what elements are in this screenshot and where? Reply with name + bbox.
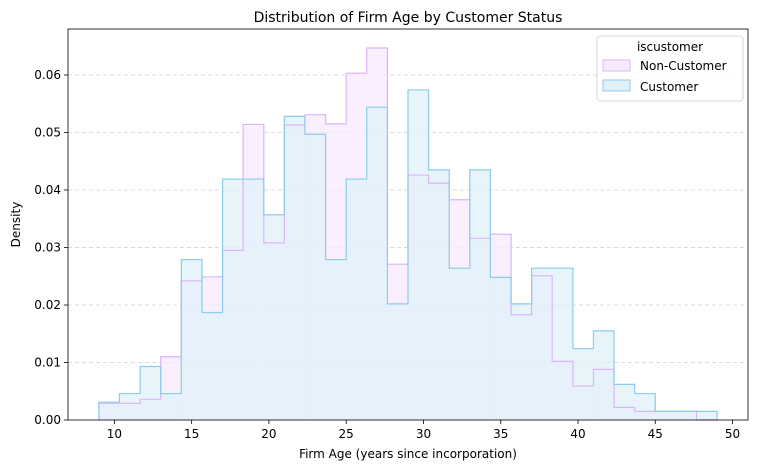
bar-customer: [140, 366, 161, 420]
x-tick-label: 45: [648, 427, 663, 441]
bar-customer: [201, 312, 223, 420]
bar-customer: [222, 179, 244, 420]
bar-customer: [304, 134, 326, 420]
bar-customer: [160, 393, 182, 420]
x-tick-label: 40: [570, 427, 585, 441]
y-tick-label: 0.03: [34, 241, 61, 255]
bar-customer: [655, 411, 676, 420]
bar-customer: [408, 89, 429, 420]
y-tick-label: 0.01: [34, 356, 61, 370]
y-tick-label: 0.05: [34, 126, 61, 140]
bar-customer: [675, 411, 697, 420]
bar-customer: [325, 259, 347, 420]
plot-frame: [67, 28, 749, 421]
bar-customer: [511, 303, 532, 420]
x-tick-label: 25: [339, 427, 354, 441]
bar-customer: [428, 169, 450, 420]
bar-customer: [387, 303, 408, 420]
legend-label-customer: Customer: [640, 80, 698, 94]
x-tick-label: 35: [493, 427, 508, 441]
bar-customer: [634, 393, 656, 420]
bar-customer: [490, 277, 512, 420]
bar-customer: [552, 268, 573, 420]
x-tick-label: 50: [725, 427, 740, 441]
x-tick-label: 10: [107, 427, 122, 441]
histogram-outlines: [98, 47, 718, 421]
x-tick-label: 30: [416, 427, 431, 441]
histogram-bars: [98, 47, 718, 421]
legend: iscustomer Non-Customer Customer: [596, 35, 744, 102]
series-outline-customer: [98, 89, 718, 420]
bar-customer: [572, 348, 594, 420]
legend-swatch-non-customer: [602, 59, 631, 72]
x-tick-label: 20: [261, 427, 276, 441]
x-axis-ticks: 10 15 20 25 30 35 40 45 50: [107, 420, 740, 441]
bar-customer: [449, 268, 470, 420]
bar-customer: [469, 169, 491, 420]
legend-label-non-customer: Non-Customer: [640, 59, 727, 73]
bar-customer: [284, 116, 305, 421]
bar-customer: [531, 268, 553, 420]
y-tick-label: 0.04: [34, 183, 61, 197]
x-axis-label: Firm Age (years since incorporation): [299, 447, 517, 461]
y-tick-label: 0.00: [34, 413, 61, 427]
bar-customer: [696, 411, 718, 420]
bar-customer: [98, 402, 120, 420]
y-tick-label: 0.02: [34, 298, 61, 312]
bar-customer: [614, 384, 635, 420]
bar-customer: [119, 393, 141, 420]
bar-customer: [346, 179, 367, 420]
x-tick-label: 15: [184, 427, 199, 441]
bar-customer: [181, 259, 202, 420]
legend-frame: [596, 35, 744, 102]
legend-title: iscustomer: [637, 40, 703, 54]
y-axis-label: Density: [9, 202, 23, 248]
chart-title: Distribution of Firm Age by Customer Sta…: [254, 10, 563, 26]
y-tick-label: 0.06: [34, 68, 61, 82]
bar-customer: [366, 107, 388, 420]
bar-customer: [263, 214, 285, 420]
bar-customer: [243, 179, 264, 420]
bar-customer: [593, 330, 615, 420]
legend-swatch-customer: [602, 79, 631, 92]
y-axis-ticks: 0.00 0.01 0.02 0.03 0.04 0.05 0.06: [34, 68, 68, 427]
